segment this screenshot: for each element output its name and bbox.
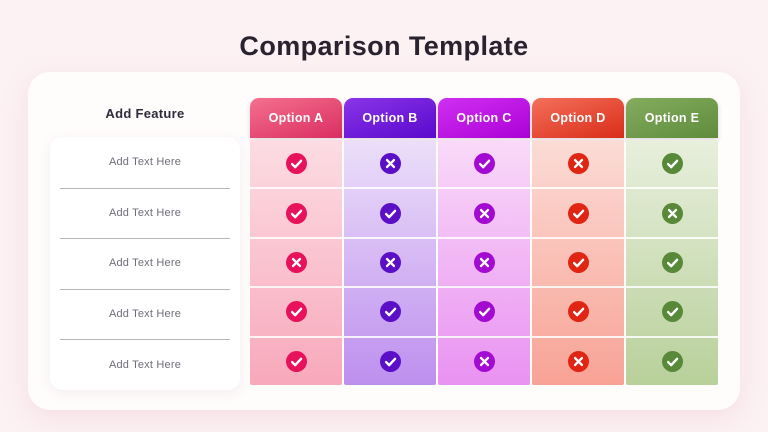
- option-column-header[interactable]: Option D: [532, 98, 624, 138]
- comparison-cell-r3-c3: [438, 236, 530, 286]
- check-icon: [379, 350, 401, 372]
- check-icon: [285, 350, 307, 372]
- check-icon: [661, 301, 683, 323]
- cross-icon: [473, 252, 495, 274]
- comparison-cell-r3-c2: [344, 236, 436, 286]
- comparison-cell-r2-c3: [438, 187, 530, 236]
- comparison-cell-r4-c2: [344, 286, 436, 335]
- comparison-cell-r1-c2: [344, 140, 436, 187]
- cross-icon: [473, 350, 495, 372]
- comparison-card: Add Feature Add Text Here Add Text Here Ad…: [28, 72, 740, 410]
- comparison-cell-r4-c5: [626, 286, 718, 335]
- option-column-body: [532, 140, 624, 385]
- comparison-cell-r4-c4: [532, 286, 624, 335]
- check-icon: [567, 301, 589, 323]
- option-column-header[interactable]: Option C: [438, 98, 530, 138]
- comparison-cell-r4-c1: [250, 286, 342, 335]
- option-column-c: Option C: [438, 98, 530, 385]
- feature-row-2[interactable]: Add Text Here: [50, 187, 240, 239]
- check-icon: [285, 202, 307, 224]
- check-icon: [661, 153, 683, 175]
- check-icon: [567, 202, 589, 224]
- comparison-cell-r1-c5: [626, 140, 718, 187]
- comparison-cell-r5-c2: [344, 335, 436, 385]
- check-icon: [379, 202, 401, 224]
- feature-column-header[interactable]: Add Feature: [105, 106, 185, 121]
- feature-list: Add Text Here Add Text Here Add Text Here A…: [50, 137, 240, 390]
- option-column-b: Option B: [344, 98, 436, 385]
- option-column-a: Option A: [250, 98, 342, 385]
- check-icon: [285, 301, 307, 323]
- check-icon: [379, 301, 401, 323]
- option-column-header[interactable]: Option E: [626, 98, 718, 138]
- comparison-cell-r2-c1: [250, 187, 342, 236]
- check-icon: [567, 252, 589, 274]
- comparison-cell-r5-c3: [438, 335, 530, 385]
- comparison-cell-r1-c1: [250, 140, 342, 187]
- check-icon: [661, 350, 683, 372]
- cross-icon: [379, 252, 401, 274]
- option-column-header[interactable]: Option B: [344, 98, 436, 138]
- feature-row-3[interactable]: Add Text Here: [50, 238, 240, 289]
- comparison-cell-r3-c1: [250, 236, 342, 286]
- comparison-cell-r5-c4: [532, 335, 624, 385]
- check-icon: [661, 252, 683, 274]
- option-column-e: Option E: [626, 98, 718, 385]
- comparison-cell-r2-c4: [532, 187, 624, 236]
- comparison-cell-r5-c5: [626, 335, 718, 385]
- option-column-body: [344, 140, 436, 385]
- check-icon: [473, 153, 495, 175]
- comparison-cell-r1-c3: [438, 140, 530, 187]
- option-column-body: [438, 140, 530, 385]
- feature-row-1[interactable]: Add Text Here: [108, 156, 182, 169]
- cross-icon: [379, 153, 401, 175]
- cross-icon: [661, 202, 683, 224]
- option-column-body: [250, 140, 342, 385]
- cross-icon: [285, 252, 307, 274]
- comparison-cell-r3-c4: [532, 236, 624, 286]
- option-column-header[interactable]: Option A: [250, 98, 342, 138]
- feature-row-5[interactable]: Add Text Here: [50, 339, 240, 390]
- cross-icon: [567, 350, 589, 372]
- check-icon: [473, 301, 495, 323]
- option-column-body: [626, 140, 718, 385]
- comparison-cell-r2-c2: [344, 187, 436, 236]
- option-column-d: Option D: [532, 98, 624, 385]
- comparison-table: Option A Option B Option C Option D Option E: [250, 98, 718, 385]
- comparison-cell-r2-c5: [626, 187, 718, 236]
- comparison-cell-r3-c5: [626, 236, 718, 286]
- page-title: Comparison Template: [239, 31, 529, 61]
- check-icon: [285, 153, 307, 175]
- feature-row-4[interactable]: Add Text Here: [50, 288, 240, 340]
- comparison-cell-r1-c4: [532, 140, 624, 187]
- cross-icon: [473, 202, 495, 224]
- cross-icon: [567, 153, 589, 175]
- comparison-cell-r5-c1: [250, 335, 342, 385]
- comparison-cell-r4-c3: [438, 286, 530, 335]
